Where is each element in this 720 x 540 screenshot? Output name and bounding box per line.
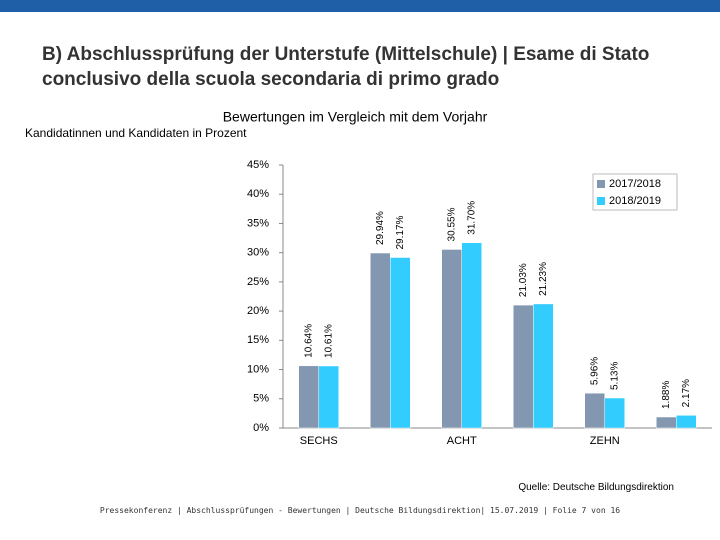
y-tick-label: 45% — [247, 159, 269, 171]
bar — [370, 252, 391, 429]
bar — [298, 365, 319, 429]
data-label: 5.96% — [589, 357, 600, 385]
data-label: 21.03% — [518, 263, 529, 297]
data-label: 5.13% — [609, 362, 620, 390]
bar — [676, 415, 697, 429]
bar — [513, 304, 534, 429]
data-label: 30.55% — [446, 207, 457, 241]
footer: Pressekonferenz | Abschlussprüfungen - B… — [99, 506, 621, 515]
data-label: 1.88% — [661, 381, 672, 409]
legend-box — [592, 173, 678, 211]
y-tick-label: 35% — [247, 217, 269, 229]
y-tick-label: 20% — [247, 305, 269, 317]
bar — [584, 392, 605, 429]
y-tick-label: 40% — [247, 188, 269, 200]
y-tick-label: 5% — [253, 393, 269, 405]
data-label: 29.17% — [395, 215, 406, 249]
legend-swatch — [597, 180, 605, 188]
bar — [461, 242, 482, 429]
y-tick-label: 30% — [247, 247, 269, 259]
data-label: 21.23% — [538, 262, 549, 296]
bar — [318, 365, 339, 429]
data-label: 10.61% — [323, 324, 334, 358]
x-tick-label: SECHS — [300, 435, 338, 447]
bar — [604, 397, 625, 429]
y-tick-label: 0% — [253, 422, 269, 434]
legend-label: 2018/2019 — [609, 195, 661, 207]
legend-swatch — [597, 197, 605, 205]
bar — [441, 249, 462, 429]
y-tick-label: 15% — [247, 334, 269, 346]
bar — [533, 303, 554, 429]
data-label: 31.70% — [466, 201, 477, 235]
x-tick-label: ACHT — [447, 435, 477, 447]
source: Quelle: Deutsche Bildungsdirektion — [518, 482, 674, 493]
y-tick-label: 25% — [247, 276, 269, 288]
data-label: 10.64% — [303, 324, 314, 358]
y-tick-label: 10% — [247, 363, 269, 375]
header-bar — [0, 0, 720, 12]
chart-subtitle: Kandidatinnen und Kandidaten in Prozent — [25, 126, 247, 140]
bar — [656, 416, 677, 429]
legend-label: 2017/2018 — [609, 178, 661, 190]
slide-title: B) Abschlussprüfung der Unterstufe (Mitt… — [42, 44, 650, 90]
x-tick-label: ZEHN — [590, 435, 620, 447]
chart-title: Bewertungen im Vergleich mit dem Vorjahr — [223, 109, 488, 125]
data-label: 2.17% — [681, 379, 692, 407]
bar — [390, 257, 411, 429]
data-label: 29.94% — [375, 211, 386, 245]
